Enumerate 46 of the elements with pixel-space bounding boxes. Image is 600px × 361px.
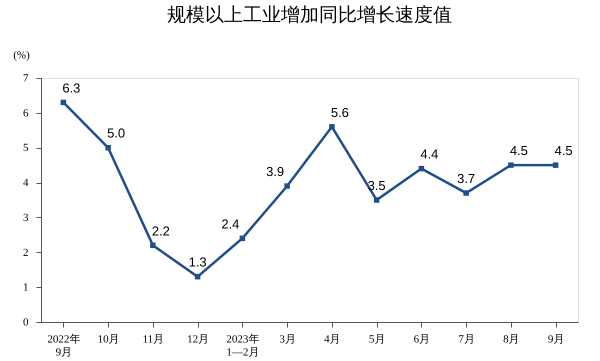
y-tick-label: 5 (23, 142, 29, 154)
text: 4.5 (554, 143, 573, 158)
y-tick-label: 3 (23, 212, 29, 224)
point (105, 144, 111, 150)
y-tick-label: 7 (23, 72, 29, 84)
y-tick-label: 6 (23, 107, 29, 120)
x-tick-label: 11月 (142, 334, 164, 346)
point (150, 242, 156, 248)
text: 2.2 (152, 223, 170, 238)
text: 5.6 (330, 104, 349, 120)
point (374, 197, 380, 203)
point (463, 190, 469, 196)
x-tick-label: 8月 (503, 334, 520, 346)
text: 4.4 (420, 146, 438, 162)
point (240, 236, 246, 242)
text: 1.3 (188, 254, 207, 270)
text: 3.9 (266, 164, 284, 180)
x-tick-label: 6月 (414, 334, 430, 346)
x-tick-label: 2022年 9月 (47, 334, 80, 358)
point (508, 162, 514, 168)
text: 6.3 (62, 80, 80, 96)
point (284, 183, 290, 189)
text: 5.0 (107, 126, 126, 141)
point (194, 274, 200, 280)
y-tick-label: 2 (23, 246, 28, 259)
point (418, 166, 424, 172)
text: 3.7 (457, 171, 476, 186)
point (552, 162, 558, 168)
point (329, 124, 335, 130)
text: 4.5 (510, 143, 528, 158)
x-tick-label: 4月 (324, 334, 341, 346)
y-axis-title: (%) (13, 50, 30, 62)
y-tick-label: 0 (23, 316, 29, 328)
x-tick-label: 12月 (187, 334, 210, 346)
chart-title: 规模以上工业增加同比增长速度值 (167, 4, 452, 26)
text: 2.4 (221, 216, 240, 232)
x-tick-label: 10月 (98, 334, 120, 346)
x-tick-label: 7月 (458, 334, 475, 346)
point (60, 100, 66, 106)
x-tick-label: 9月 (548, 334, 564, 346)
y-tick-label: 4 (23, 177, 29, 190)
y-tick-label: 1 (23, 282, 28, 294)
x-tick-label: 2023年 1—2月 (226, 334, 260, 358)
text: 3.5 (368, 178, 386, 193)
x-tick-label: 3月 (279, 334, 296, 346)
x-tick-label: 5月 (368, 334, 386, 346)
